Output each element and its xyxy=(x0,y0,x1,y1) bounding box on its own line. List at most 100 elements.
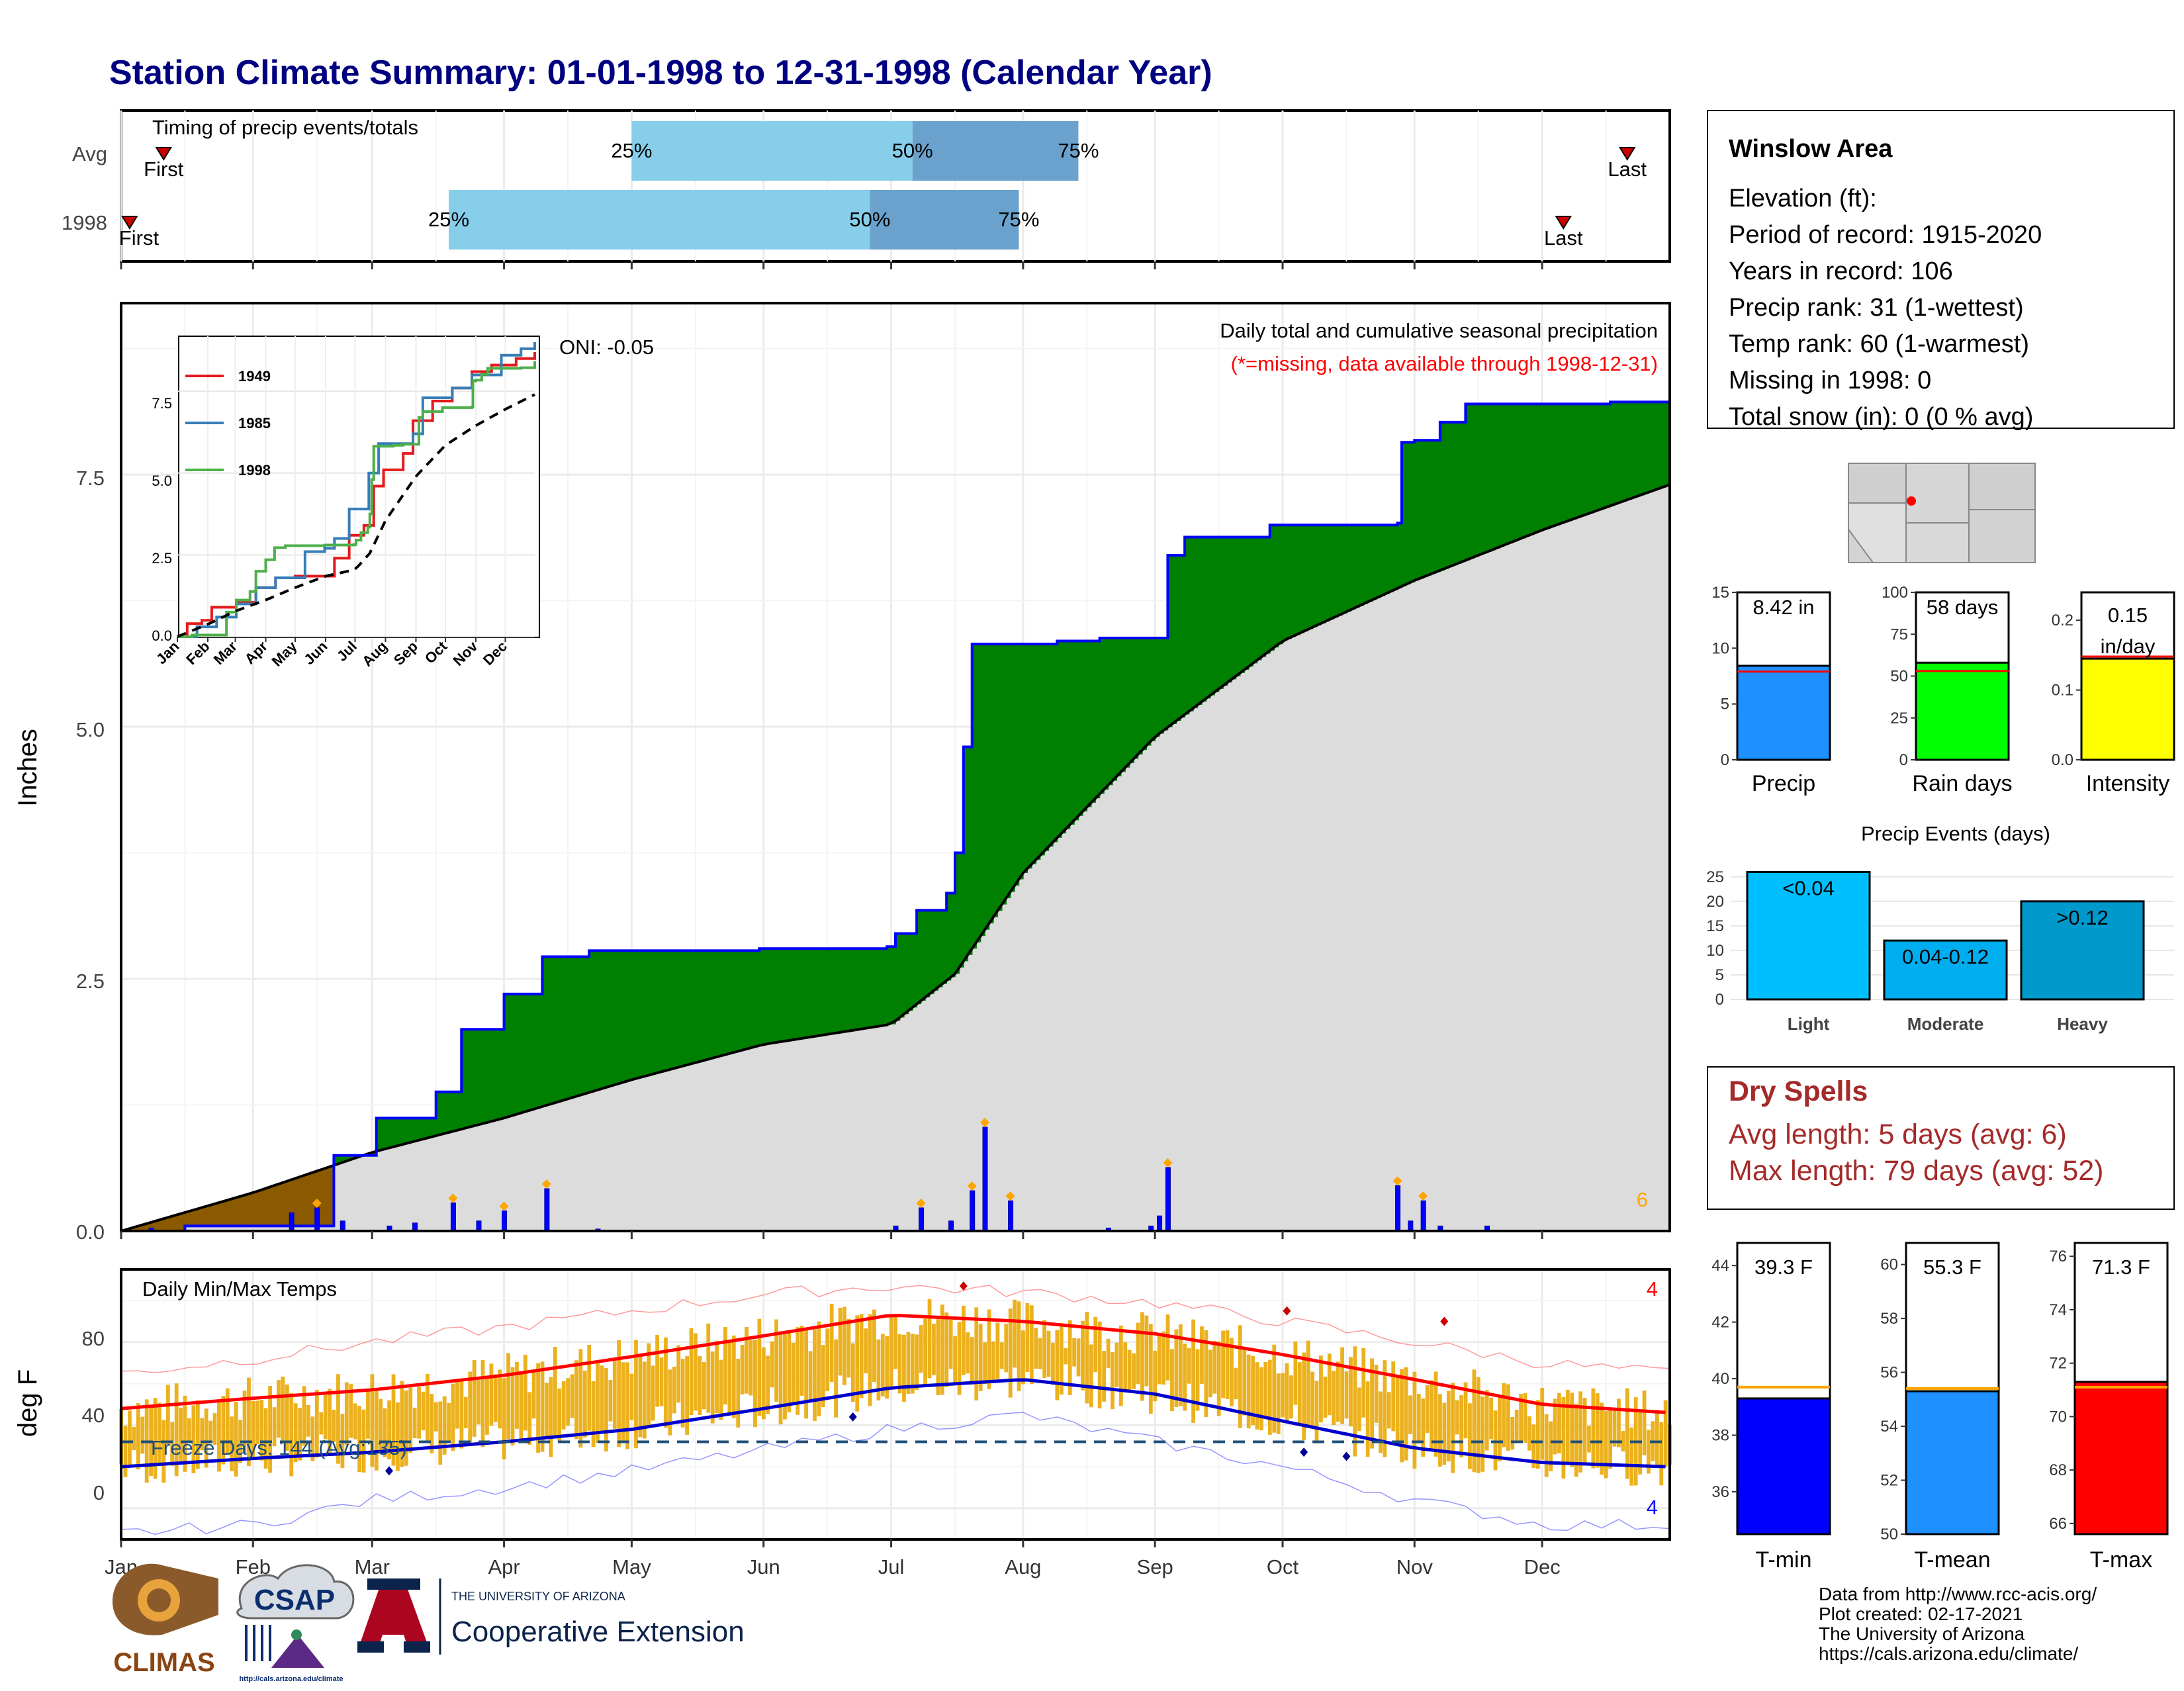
mini-temp-tick: 36 xyxy=(1711,1483,1729,1501)
daily-precip-bar xyxy=(315,1208,320,1231)
csap-text: CSAP xyxy=(254,1584,335,1616)
daily-precip-bar xyxy=(949,1221,954,1231)
mini-precip-tick: 0 xyxy=(1899,751,1908,769)
station-snow: Total snow (in): 0 (0 % avg) xyxy=(1729,403,2033,431)
events-category: Heavy xyxy=(2057,1014,2108,1034)
mini-precip-tick: 50 xyxy=(1890,668,1908,686)
inset-ytick-1: 2.5 xyxy=(152,550,172,567)
mini-temp-tick: 40 xyxy=(1711,1370,1729,1388)
mini-precip-tick: 25 xyxy=(1890,709,1908,727)
mini-temp-tick: 52 xyxy=(1880,1472,1898,1490)
daily-precip-bar xyxy=(1165,1167,1170,1231)
mini-precip-value: 0.15 xyxy=(2108,604,2148,627)
daily-precip-bar xyxy=(340,1221,345,1231)
timing-p75-label: 75% xyxy=(998,208,1039,231)
precip-events-chart: Precip Events (days) 0510152025<0.04Ligh… xyxy=(1706,822,2174,1034)
precip-main-label: Daily total and cumulative seasonal prec… xyxy=(1220,319,1658,342)
university-of-arizona-logo: THE UNIVERSITY OF ARIZONA Cooperative Ex… xyxy=(357,1578,745,1655)
dry-spells-max: Max length: 79 days (avg: 52) xyxy=(1729,1155,2103,1187)
dry-spells-title: Dry Spells xyxy=(1729,1075,1868,1107)
daily-precip-bar xyxy=(1158,1216,1162,1231)
mini-temp-tick: 58 xyxy=(1880,1310,1898,1328)
mini-precip-tick: 10 xyxy=(1711,639,1729,657)
timing-panel: Timing of precip events/totals Avg 1998 … xyxy=(62,111,1670,261)
events-category: Moderate xyxy=(1907,1014,1984,1034)
timing-row-1998-label: 1998 xyxy=(62,211,107,234)
mini-precip-value: 58 days xyxy=(1927,596,1999,619)
events-ytick: 0 xyxy=(1715,991,1724,1009)
mini-precip-tick: 75 xyxy=(1890,625,1908,643)
cold-count: 4 xyxy=(1647,1496,1658,1519)
mini-precip-bar xyxy=(1737,666,1830,760)
timing-p25-label: 25% xyxy=(611,139,652,162)
month-tick-label: Dec xyxy=(1524,1555,1561,1578)
mini-precip-label: Rain days xyxy=(1912,771,2012,796)
inset-legend-1998: 1998 xyxy=(238,462,271,479)
timing-bar-q1 xyxy=(631,121,912,181)
csap-url: http://cals.arizona.edu/climate xyxy=(239,1675,343,1683)
timing-p50-label: 50% xyxy=(849,208,890,231)
mini-precip-tick: 0.1 xyxy=(2052,682,2073,700)
events-bar-label: <0.04 xyxy=(1782,876,1834,899)
mini-temp-tick: 68 xyxy=(2049,1461,2067,1479)
timing-row-avg-label: Avg xyxy=(72,142,107,165)
ua-top-text: THE UNIVERSITY OF ARIZONA xyxy=(451,1590,625,1603)
station-info-box: Winslow Area Elevation (ft): Period of r… xyxy=(1707,111,2174,431)
credit-university: The University of Arizona xyxy=(1819,1623,2025,1644)
mini-temp-tick: 44 xyxy=(1711,1257,1729,1275)
timing-p50-label: 50% xyxy=(892,139,933,162)
daily-precip-bar xyxy=(545,1189,549,1231)
month-tick-label: May xyxy=(612,1555,651,1578)
events-bar-label: 0.04-0.12 xyxy=(1902,945,1989,968)
timing-last-label: Last xyxy=(1608,158,1647,181)
mini-temp-tick: 76 xyxy=(2049,1248,2067,1265)
mini-temp-tick: 60 xyxy=(1880,1256,1898,1274)
events-title: Precip Events (days) xyxy=(1861,822,2050,845)
timing-p25-label: 25% xyxy=(428,208,469,231)
temp-panel: deg F Daily Min/Max Temps 0 40 80 Freeze… xyxy=(13,1269,1672,1539)
precip-panel: Inches 0.0 2.5 5.0 7.5 Daily total and c… xyxy=(13,303,1670,1244)
events-bar-label: >0.12 xyxy=(2056,906,2108,929)
timing-title: Timing of precip events/totals xyxy=(152,116,418,139)
mini-precip-value-unit: in/day xyxy=(2101,635,2156,658)
mini-precip-tick: 0 xyxy=(1721,751,1729,769)
mini-temp-label: T-min xyxy=(1756,1547,1812,1573)
station-temp-rank: Temp rank: 60 (1-warmest) xyxy=(1729,330,2029,358)
month-tick-label: Jul xyxy=(878,1555,905,1578)
mini-temp-label: T-max xyxy=(2090,1547,2152,1573)
daily-precip-bar xyxy=(970,1191,975,1231)
freeze-days-label: Freeze Days: 144 (Avg:135) xyxy=(151,1436,407,1459)
precip-corner-count: 6 xyxy=(1637,1188,1648,1211)
precip-ytick-1: 2.5 xyxy=(76,970,105,993)
timing-first-label: First xyxy=(119,226,159,250)
month-tick-label: Sep xyxy=(1137,1555,1173,1578)
station-period: Period of record: 1915-2020 xyxy=(1729,221,2042,249)
month-tick-label: Mar xyxy=(355,1555,390,1578)
precip-ytick-0: 0.0 xyxy=(76,1220,105,1244)
mini-temp-value: 55.3 F xyxy=(1923,1256,1981,1279)
station-years: Years in record: 106 xyxy=(1729,257,1953,285)
mini-temp-tick: 74 xyxy=(2049,1301,2067,1319)
daily-precip-bar xyxy=(919,1208,924,1231)
timing-bar-q1 xyxy=(449,190,870,250)
mini-temp-tick: 70 xyxy=(2049,1408,2067,1426)
temp-ytick-0: 0 xyxy=(93,1481,105,1504)
hot-count: 4 xyxy=(1647,1277,1658,1301)
mini-precip-bar xyxy=(1916,663,2009,760)
mini-temp-bar xyxy=(1737,1398,1830,1534)
station-elevation: Elevation (ft): xyxy=(1729,185,1877,212)
ua-bottom-text: Cooperative Extension xyxy=(451,1616,745,1648)
daily-precip-bar xyxy=(1408,1221,1413,1231)
locator-map xyxy=(1848,463,2035,563)
station-missing: Missing in 1998: 0 xyxy=(1729,367,1931,394)
credit-url: https://cals.arizona.edu/climate/ xyxy=(1819,1643,2078,1664)
events-ytick: 20 xyxy=(1706,893,1724,911)
mini-precip-tick: 15 xyxy=(1711,584,1729,602)
climas-text: CLIMAS xyxy=(113,1648,214,1677)
events-ytick: 10 xyxy=(1706,942,1724,960)
inset-legend-1949: 1949 xyxy=(238,368,271,385)
